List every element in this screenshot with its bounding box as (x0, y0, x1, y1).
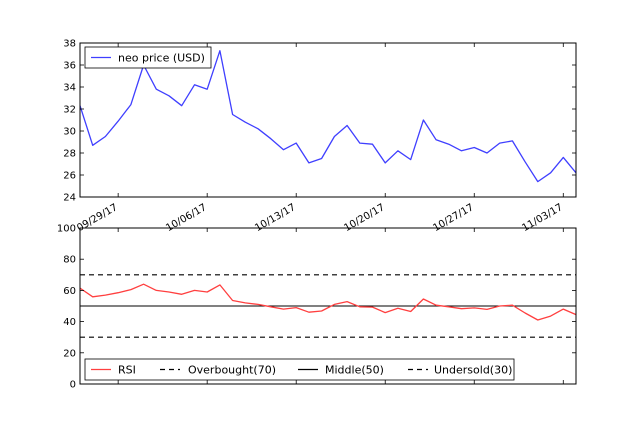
price-x-tick-label: 09/29/17 (75, 202, 119, 234)
rsi-y-tick-label: 20 (63, 348, 76, 359)
rsi-y-tick-label: 100 (57, 224, 76, 235)
rsi-legend: RSI Overbought(70) Middle(50) Undersold(30) (84, 358, 515, 381)
rsi-y-tick-label: 60 (63, 286, 76, 297)
price-y-tick-label: 38 (63, 39, 76, 50)
price-x-tick-label: 10/27/17 (431, 202, 475, 234)
rsi-legend-entry-rsi-label: RSI (118, 364, 136, 377)
rsi-legend-entry-middle-label: Middle(50) (325, 364, 384, 377)
price-chart: 24 26 28 30 32 34 36 38 09/29/17 10/06/17 10/13/17… (63, 39, 577, 234)
rsi-chart: 0 20 40 60 80 100 RSI Overbought(70) Middle(50) U… (57, 224, 577, 391)
price-y-tick-label: 26 (63, 171, 76, 182)
price-x-tick-label: 10/20/17 (342, 202, 386, 234)
rsi-y-tick-label: 40 (63, 317, 76, 328)
rsi-y-tick-label: 0 (70, 380, 76, 391)
price-legend: neo price (USD) (84, 46, 212, 69)
rsi-y-tick-label: 80 (63, 255, 76, 266)
price-legend-box (84, 46, 212, 69)
price-x-tick-label: 11/03/17 (520, 202, 564, 234)
price-y-tick-label: 24 (63, 193, 76, 204)
price-series-line (79, 50, 577, 183)
price-y-tick-label: 32 (63, 105, 76, 116)
price-y-tick-label: 34 (63, 83, 76, 94)
price-y-tick-label: 30 (63, 127, 76, 138)
price-x-tick-label: 10/13/17 (253, 202, 297, 234)
price-y-tick-label: 36 (63, 61, 76, 72)
price-y-tick-label: 28 (63, 149, 76, 160)
price-plot-frame (79, 42, 577, 198)
price-legend-label: neo price (USD) (118, 52, 205, 65)
price-x-tick-label: 10/06/17 (164, 202, 208, 234)
rsi-legend-entry-undersold-label: Undersold(30) (434, 364, 512, 377)
rsi-plot-frame (79, 227, 577, 385)
rsi-legend-entry-overbought-label: Overbought(70) (188, 364, 276, 377)
rsi-series-line (79, 283, 577, 321)
